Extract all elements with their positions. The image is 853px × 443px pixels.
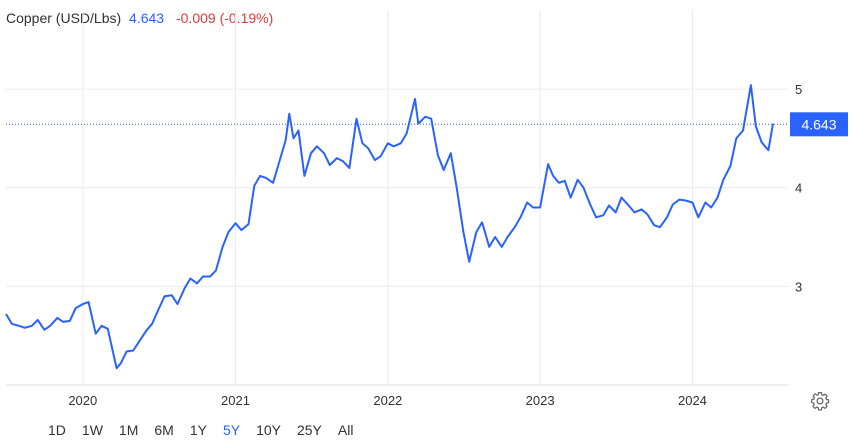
x-tick-label: 2021 [221, 393, 250, 408]
current-price: 4.643 [129, 10, 165, 26]
x-tick-label: 2022 [373, 393, 402, 408]
price-tag-label: 4.643 [801, 116, 836, 132]
range-button-1w[interactable]: 1W [81, 422, 103, 438]
x-tick-label: 2020 [68, 393, 97, 408]
x-tick-label: 2023 [526, 393, 555, 408]
range-button-1m[interactable]: 1M [118, 422, 139, 438]
chart-header: Copper (USD/Lbs) 4.643 -0.009 (-0.19%) [6, 10, 273, 26]
range-button-1d[interactable]: 1D [48, 422, 66, 438]
range-button-10y[interactable]: 10Y [256, 422, 281, 438]
range-button-1y[interactable]: 1Y [189, 422, 207, 438]
y-tick-label: 4 [795, 181, 802, 196]
range-button-5y[interactable]: 5Y [222, 422, 241, 438]
price-tag [790, 112, 848, 137]
gear-icon[interactable] [810, 391, 830, 411]
series-line [5, 84, 774, 370]
range-button-25y[interactable]: 25Y [296, 422, 322, 438]
instrument-title: Copper (USD/Lbs) [6, 10, 122, 26]
y-tick-label: 5 [795, 82, 802, 97]
range-button-all[interactable]: All [337, 422, 354, 438]
range-button-6m[interactable]: 6M [154, 422, 174, 438]
x-tick-label: 2024 [678, 393, 707, 408]
price-change: -0.009 (-0.19%) [175, 10, 274, 26]
y-tick-label: 3 [795, 279, 802, 294]
time-range-selector: 1D 1W 1M 6M 1Y 5Y 10Y 25Y All [48, 422, 369, 438]
